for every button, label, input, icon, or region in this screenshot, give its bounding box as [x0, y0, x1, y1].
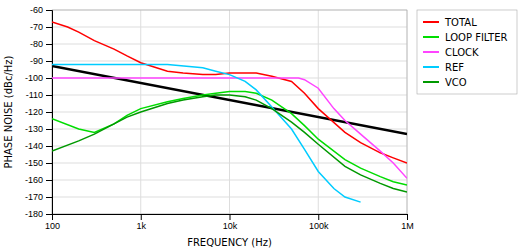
y-grid-line [52, 163, 407, 164]
y-axis-title: PHASE NOISE (dBc/Hz) [3, 55, 14, 168]
y-tick-label: -70 [30, 22, 43, 32]
y-tick: -80 [30, 39, 52, 49]
y-tick: -70 [30, 22, 52, 32]
plot: 1001k10k100k1M-180-170-160-150-140-130-1… [25, 5, 414, 231]
y-grid-line [52, 180, 407, 181]
series-line [52, 95, 407, 192]
y-grid-line [52, 44, 407, 45]
y-tick-mark [46, 27, 52, 28]
x-tick: 100 [45, 214, 60, 231]
legend-label: LOOP FILTER [445, 32, 507, 43]
y-tick-mark [46, 214, 52, 215]
y-tick: -60 [30, 5, 52, 15]
y-tick-label: -100 [25, 73, 43, 83]
x-tick-label: 100k [309, 221, 329, 231]
y-tick-mark [46, 197, 52, 198]
y-tick-mark [46, 180, 52, 181]
lines [52, 22, 407, 202]
y-tick-label: -110 [26, 90, 43, 100]
y-tick: -120 [25, 107, 52, 117]
y-tick-label: -180 [25, 209, 43, 219]
x-tick-label: 1k [136, 221, 146, 231]
legend-swatch [423, 21, 439, 23]
y-tick-label: -170 [25, 192, 43, 202]
y-tick-label: -160 [25, 175, 43, 185]
y-tick-mark [46, 112, 52, 113]
x-tick-mark [141, 214, 142, 220]
x-axis: 100 1k 10k 100k 1M [45, 214, 414, 231]
y-tick: -170 [25, 192, 52, 202]
y-tick-mark [46, 146, 52, 147]
y-tick: -90 [30, 56, 52, 66]
x-tick-label: 10k [223, 221, 238, 231]
legend-swatch [423, 51, 439, 53]
y-tick-label: -140 [25, 141, 43, 151]
chart: 1001k10k100k1M-180-170-160-150-140-130-1… [0, 0, 525, 250]
y-tick-label: -150 [25, 158, 43, 168]
x-tick-label: 1M [401, 221, 414, 231]
legend: TOTAL LOOP FILTER CLOCK REF VCO [417, 10, 517, 94]
y-axis-line [46, 11, 53, 215]
grid [52, 10, 407, 214]
x-tick: 1k [136, 214, 146, 231]
y-tick-mark [46, 78, 52, 79]
series-line [52, 22, 407, 163]
legend-swatch [423, 66, 439, 68]
legend-swatch [423, 81, 439, 83]
x-tick: 100k [309, 214, 329, 231]
y-tick-mark [46, 129, 52, 130]
y-tick-mark [46, 95, 52, 96]
x-axis-line [53, 215, 408, 221]
y-tick-mark [46, 44, 52, 45]
y-tick-label: -80 [30, 39, 43, 49]
y-grid-line [52, 112, 407, 113]
x-axis-title: FREQUENCY (Hz) [187, 237, 272, 248]
y-tick: -110 [26, 90, 52, 100]
y-tick: -150 [25, 158, 52, 168]
y-tick: -160 [25, 175, 52, 185]
legend-swatch [423, 36, 439, 38]
y-tick-label: -120 [25, 107, 43, 117]
y-tick-label: -60 [30, 5, 43, 15]
y-grid-line [52, 146, 407, 147]
y-tick-mark [46, 61, 52, 62]
y-tick-label: -130 [25, 124, 43, 134]
series-line [52, 66, 407, 134]
y-axis: -180 -170 -160 -150 -140 -130 -120 -110 -100 -90 -… [25, 5, 53, 219]
y-tick-mark [46, 10, 52, 11]
legend-label: TOTAL [444, 17, 477, 28]
x-tick-mark [407, 214, 408, 220]
x-tick: 10k [223, 214, 238, 231]
y-tick: -100 [25, 73, 52, 83]
y-tick: -140 [25, 141, 52, 151]
x-tick-label: 100 [45, 221, 60, 231]
y-tick-label: -90 [30, 56, 43, 66]
y-tick-mark [46, 163, 52, 164]
legend-label: REF [445, 62, 464, 73]
y-tick: -180 [25, 209, 52, 219]
y-tick: -130 [25, 124, 52, 134]
plot-frame [52, 10, 407, 214]
legend-label: CLOCK [445, 47, 479, 58]
legend-label: VCO [445, 77, 467, 88]
y-grid-line [52, 197, 407, 198]
series-line [52, 64, 361, 202]
x-tick-mark [230, 214, 231, 220]
y-grid-line [52, 61, 407, 62]
y-grid-line [52, 27, 407, 28]
x-tick: 1M [401, 214, 414, 231]
x-tick-mark [318, 214, 319, 220]
legend-frame [417, 10, 517, 94]
